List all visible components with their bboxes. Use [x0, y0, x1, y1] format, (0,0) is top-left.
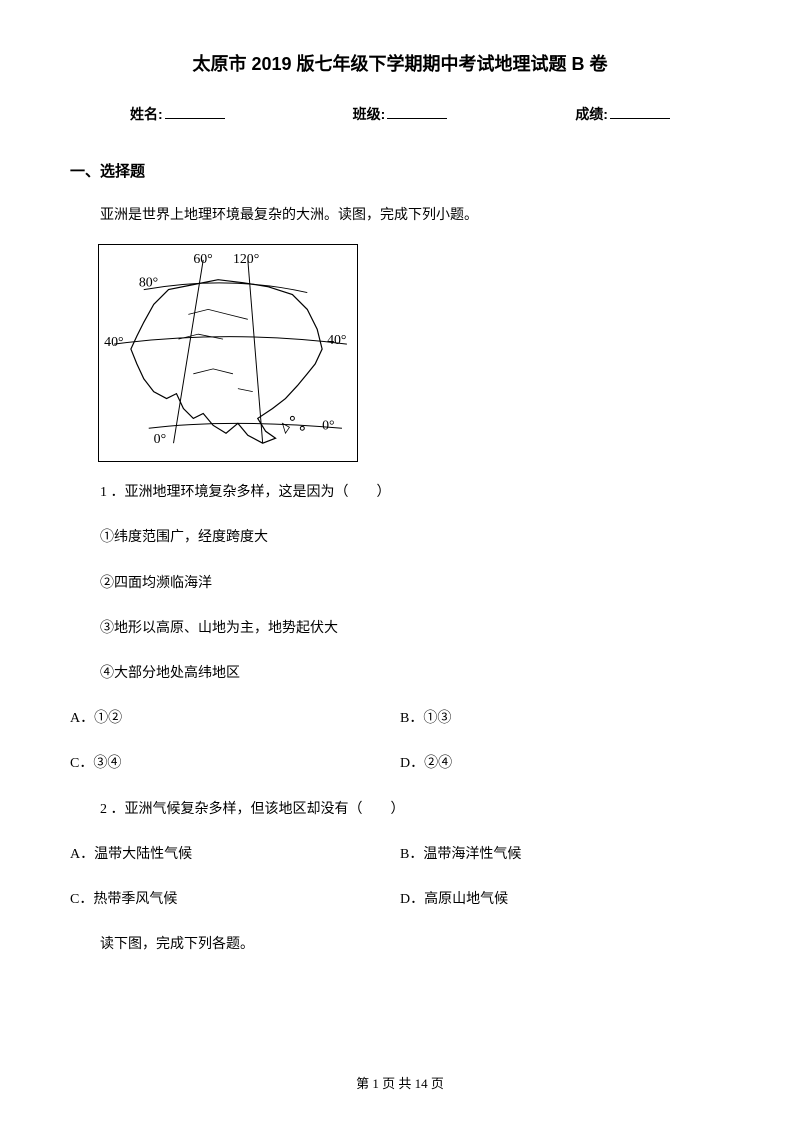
map-lat80: 80°: [139, 276, 158, 291]
q2-options-row2: C．热带季风气候 D．高原山地气候: [70, 887, 730, 912]
page-footer: 第 1 页 共 14 页: [0, 1073, 800, 1092]
section-heading: 一、选择题: [70, 160, 730, 181]
score-label: 成绩:: [575, 104, 608, 124]
q2-stem: 2 ．亚洲气候复杂多样，但该地区却没有（ ）: [70, 797, 730, 822]
q2-option-d[interactable]: D．高原山地气候: [400, 887, 730, 912]
q1-item1: ①纬度范围广，经度跨度大: [70, 525, 730, 550]
score-field: 成绩:: [575, 104, 670, 124]
q1-option-c[interactable]: C．③④: [70, 751, 400, 776]
next-intro: 读下图，完成下列各题。: [70, 932, 730, 957]
q1-item3: ③地形以高原、山地为主，地势起伏大: [70, 616, 730, 641]
class-label: 班级:: [353, 104, 386, 124]
map-lat40l: 40°: [104, 335, 123, 350]
q1-stem: 1 ．亚洲地理环境复杂多样，这是因为（ ）: [70, 480, 730, 505]
name-label: 姓名:: [130, 104, 163, 124]
q1-item2: ②四面均濒临海洋: [70, 571, 730, 596]
map-lat0l: 0°: [154, 432, 166, 447]
class-underline[interactable]: [387, 105, 447, 119]
q1-options-row1: A．①② B．①③: [70, 706, 730, 731]
name-underline[interactable]: [165, 105, 225, 119]
class-field: 班级:: [353, 104, 448, 124]
q2-option-a[interactable]: A．温带大陆性气候: [70, 842, 400, 867]
q1-option-a[interactable]: A．①②: [70, 706, 400, 731]
q1-options-row2: C．③④ D．②④: [70, 751, 730, 776]
q1-option-b[interactable]: B．①③: [400, 706, 730, 731]
q2-options-row1: A．温带大陆性气候 B．温带海洋性气候: [70, 842, 730, 867]
map-lon120: 120°: [233, 252, 259, 267]
map-lat0r: 0°: [322, 418, 334, 433]
student-info-row: 姓名: 班级: 成绩:: [70, 104, 730, 124]
name-field: 姓名:: [130, 104, 225, 124]
score-underline[interactable]: [610, 105, 670, 119]
q2-option-b[interactable]: B．温带海洋性气候: [400, 842, 730, 867]
q1-option-d[interactable]: D．②④: [400, 751, 730, 776]
page-title: 太原市 2019 版七年级下学期期中考试地理试题 B 卷: [70, 50, 730, 76]
section-intro: 亚洲是世界上地理环境最复杂的大洲。读图，完成下列小题。: [70, 203, 730, 228]
asia-map-figure: 60° 120° 80° 40° 40° 0° 0°: [98, 244, 358, 462]
q1-item4: ④大部分地处高纬地区: [70, 661, 730, 686]
map-lat40r: 40°: [327, 333, 346, 348]
map-lon60: 60°: [193, 252, 212, 267]
q2-option-c[interactable]: C．热带季风气候: [70, 887, 400, 912]
